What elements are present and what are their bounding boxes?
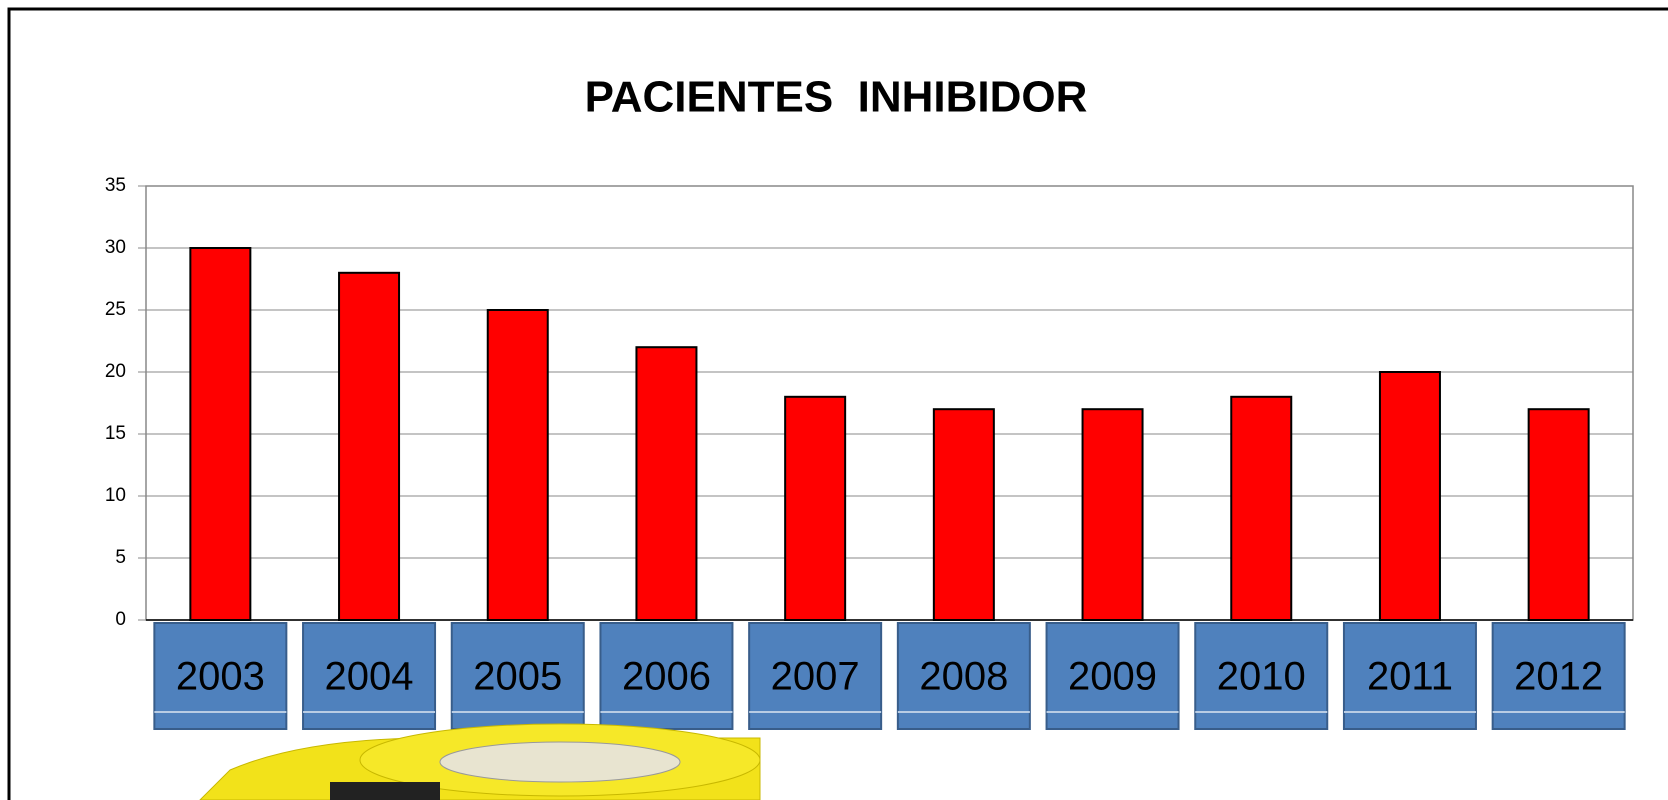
bar [635,346,698,621]
x-tick-label: 2005 [473,655,562,699]
y-tick-label: 0 [115,609,126,630]
x-tick-label: 2006 [622,655,711,699]
x-tick-label: 2011 [1367,655,1453,699]
chart-title: PACIENTES INHIBIDOR [585,73,1088,122]
y-tick-label: 10 [105,485,126,506]
bar [1378,371,1441,621]
bar [338,271,401,621]
x-tick-label: 2012 [1514,655,1603,699]
y-tick-label: 25 [105,299,126,320]
y-tick-label: 15 [105,423,126,444]
y-tick-label: 35 [105,175,126,196]
x-tick-label: 2008 [919,655,1008,699]
x-tick-label: 2004 [325,655,414,699]
tape-roll [199,723,761,800]
bar [1081,408,1144,622]
x-tick-label: 2010 [1217,655,1306,699]
x-tick-label: 2003 [176,655,265,699]
y-tick-label: 20 [105,361,126,382]
bar [784,395,847,621]
y-tick-label: 5 [115,547,126,568]
bar [189,247,252,621]
bar [1527,408,1590,622]
bar [1230,395,1293,621]
x-tick-label: 2009 [1068,655,1157,699]
bar [486,309,549,621]
bar [932,408,995,622]
y-tick-label: 30 [105,237,126,258]
x-tick-label: 2007 [771,655,860,699]
